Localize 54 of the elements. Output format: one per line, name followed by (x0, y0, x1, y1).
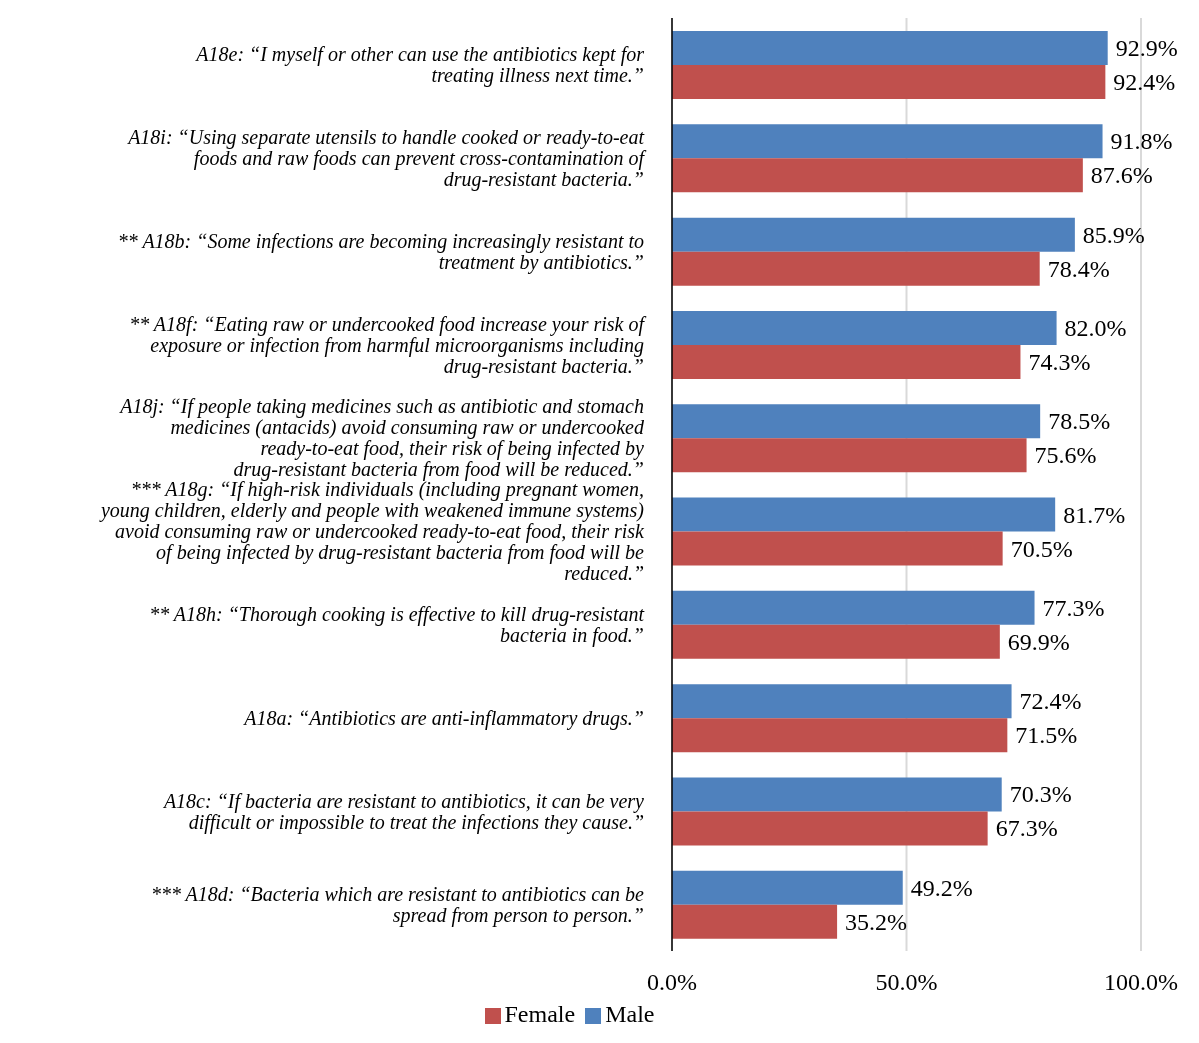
bar (672, 310, 1057, 345)
data-label: 78.4% (1047, 255, 1110, 282)
data-label: 78.5% (1048, 408, 1111, 435)
bar (672, 497, 1056, 532)
data-label: 92.9% (1115, 35, 1178, 62)
bar (672, 870, 903, 905)
y-tick-label: ** A18b: “Some infections are becoming increasingly resistant to treatment by antibiotics.” (117, 229, 644, 274)
data-label: 85.9% (1082, 221, 1145, 248)
bar (672, 718, 1008, 753)
bar (672, 344, 1021, 379)
y-tick-label: A18c: “If bacteria are resistant to antibiotics, it can be very difficult or impossible to treat the infections they cause.” (161, 789, 645, 834)
y-tick-label: ** A18f: “Eating raw or undercooked food increase your risk of exposure or infection from harmful microorganisms including drug-resistant bacteria.” (129, 312, 647, 378)
y-tick-label: A18e: “I myself or other can use the antibiotics kept for treating illness next time.” (194, 43, 645, 88)
bar (672, 811, 988, 846)
data-label: 81.7% (1063, 501, 1126, 528)
data-label: 35.2% (845, 908, 908, 935)
y-tick-label: ** A18h: “Thorough cooking is effective to kill drug-resistant bacteria in food.” (149, 602, 645, 647)
data-label: 67.3% (995, 815, 1058, 842)
legend-label: Male (605, 1001, 655, 1027)
bar (672, 158, 1083, 193)
data-label: 70.5% (1010, 535, 1073, 562)
data-label: 75.6% (1034, 442, 1097, 469)
bar (672, 65, 1106, 100)
y-tick-label: A18a: “Antibiotics are anti-inflammatory drugs.” (242, 706, 644, 730)
bar (672, 217, 1075, 252)
bar (672, 438, 1027, 473)
data-label: 49.2% (910, 874, 973, 901)
bar (672, 124, 1103, 159)
data-label: 92.4% (1113, 69, 1176, 96)
data-label: 91.8% (1110, 128, 1173, 155)
data-label: 71.5% (1015, 722, 1078, 749)
x-tick-label: 50.0% (875, 969, 938, 996)
bar (672, 590, 1035, 625)
x-tick-label: 0.0% (647, 969, 697, 996)
data-label: 82.0% (1064, 314, 1127, 341)
y-tick-label: A18j: “If people taking medicines such as antibiotic and stomach medicines (antacids) avoid consuming raw or undercooked ready-to-eat food, their risk of being infected by drug-resistant bacteria from food will be reduced.” (118, 395, 645, 482)
x-tick-label: 100.0% (1104, 969, 1178, 996)
bar (672, 777, 1002, 812)
bar (672, 404, 1041, 439)
bar (672, 684, 1012, 719)
bar (672, 904, 838, 939)
data-label: 87.6% (1090, 162, 1153, 189)
data-label: 69.9% (1007, 628, 1070, 655)
data-label: 70.3% (1009, 781, 1072, 808)
legend-label: Female (504, 1001, 576, 1027)
bar (672, 251, 1040, 286)
bar (672, 624, 1000, 659)
bar (672, 531, 1003, 566)
data-label: 72.4% (1019, 688, 1082, 715)
data-label: 77.3% (1042, 594, 1105, 621)
y-tick-label: A18i: “Using separate utensils to handle cooked or ready-to-eat foods and raw foods can prevent cross-contamination of drug-resistant bacteria.” (126, 125, 647, 191)
bar (672, 31, 1108, 66)
data-label: 74.3% (1028, 348, 1091, 375)
y-tick-label: *** A18d: “Bacteria which are resistant to antibiotics can be spread from person to person.” (150, 882, 645, 927)
